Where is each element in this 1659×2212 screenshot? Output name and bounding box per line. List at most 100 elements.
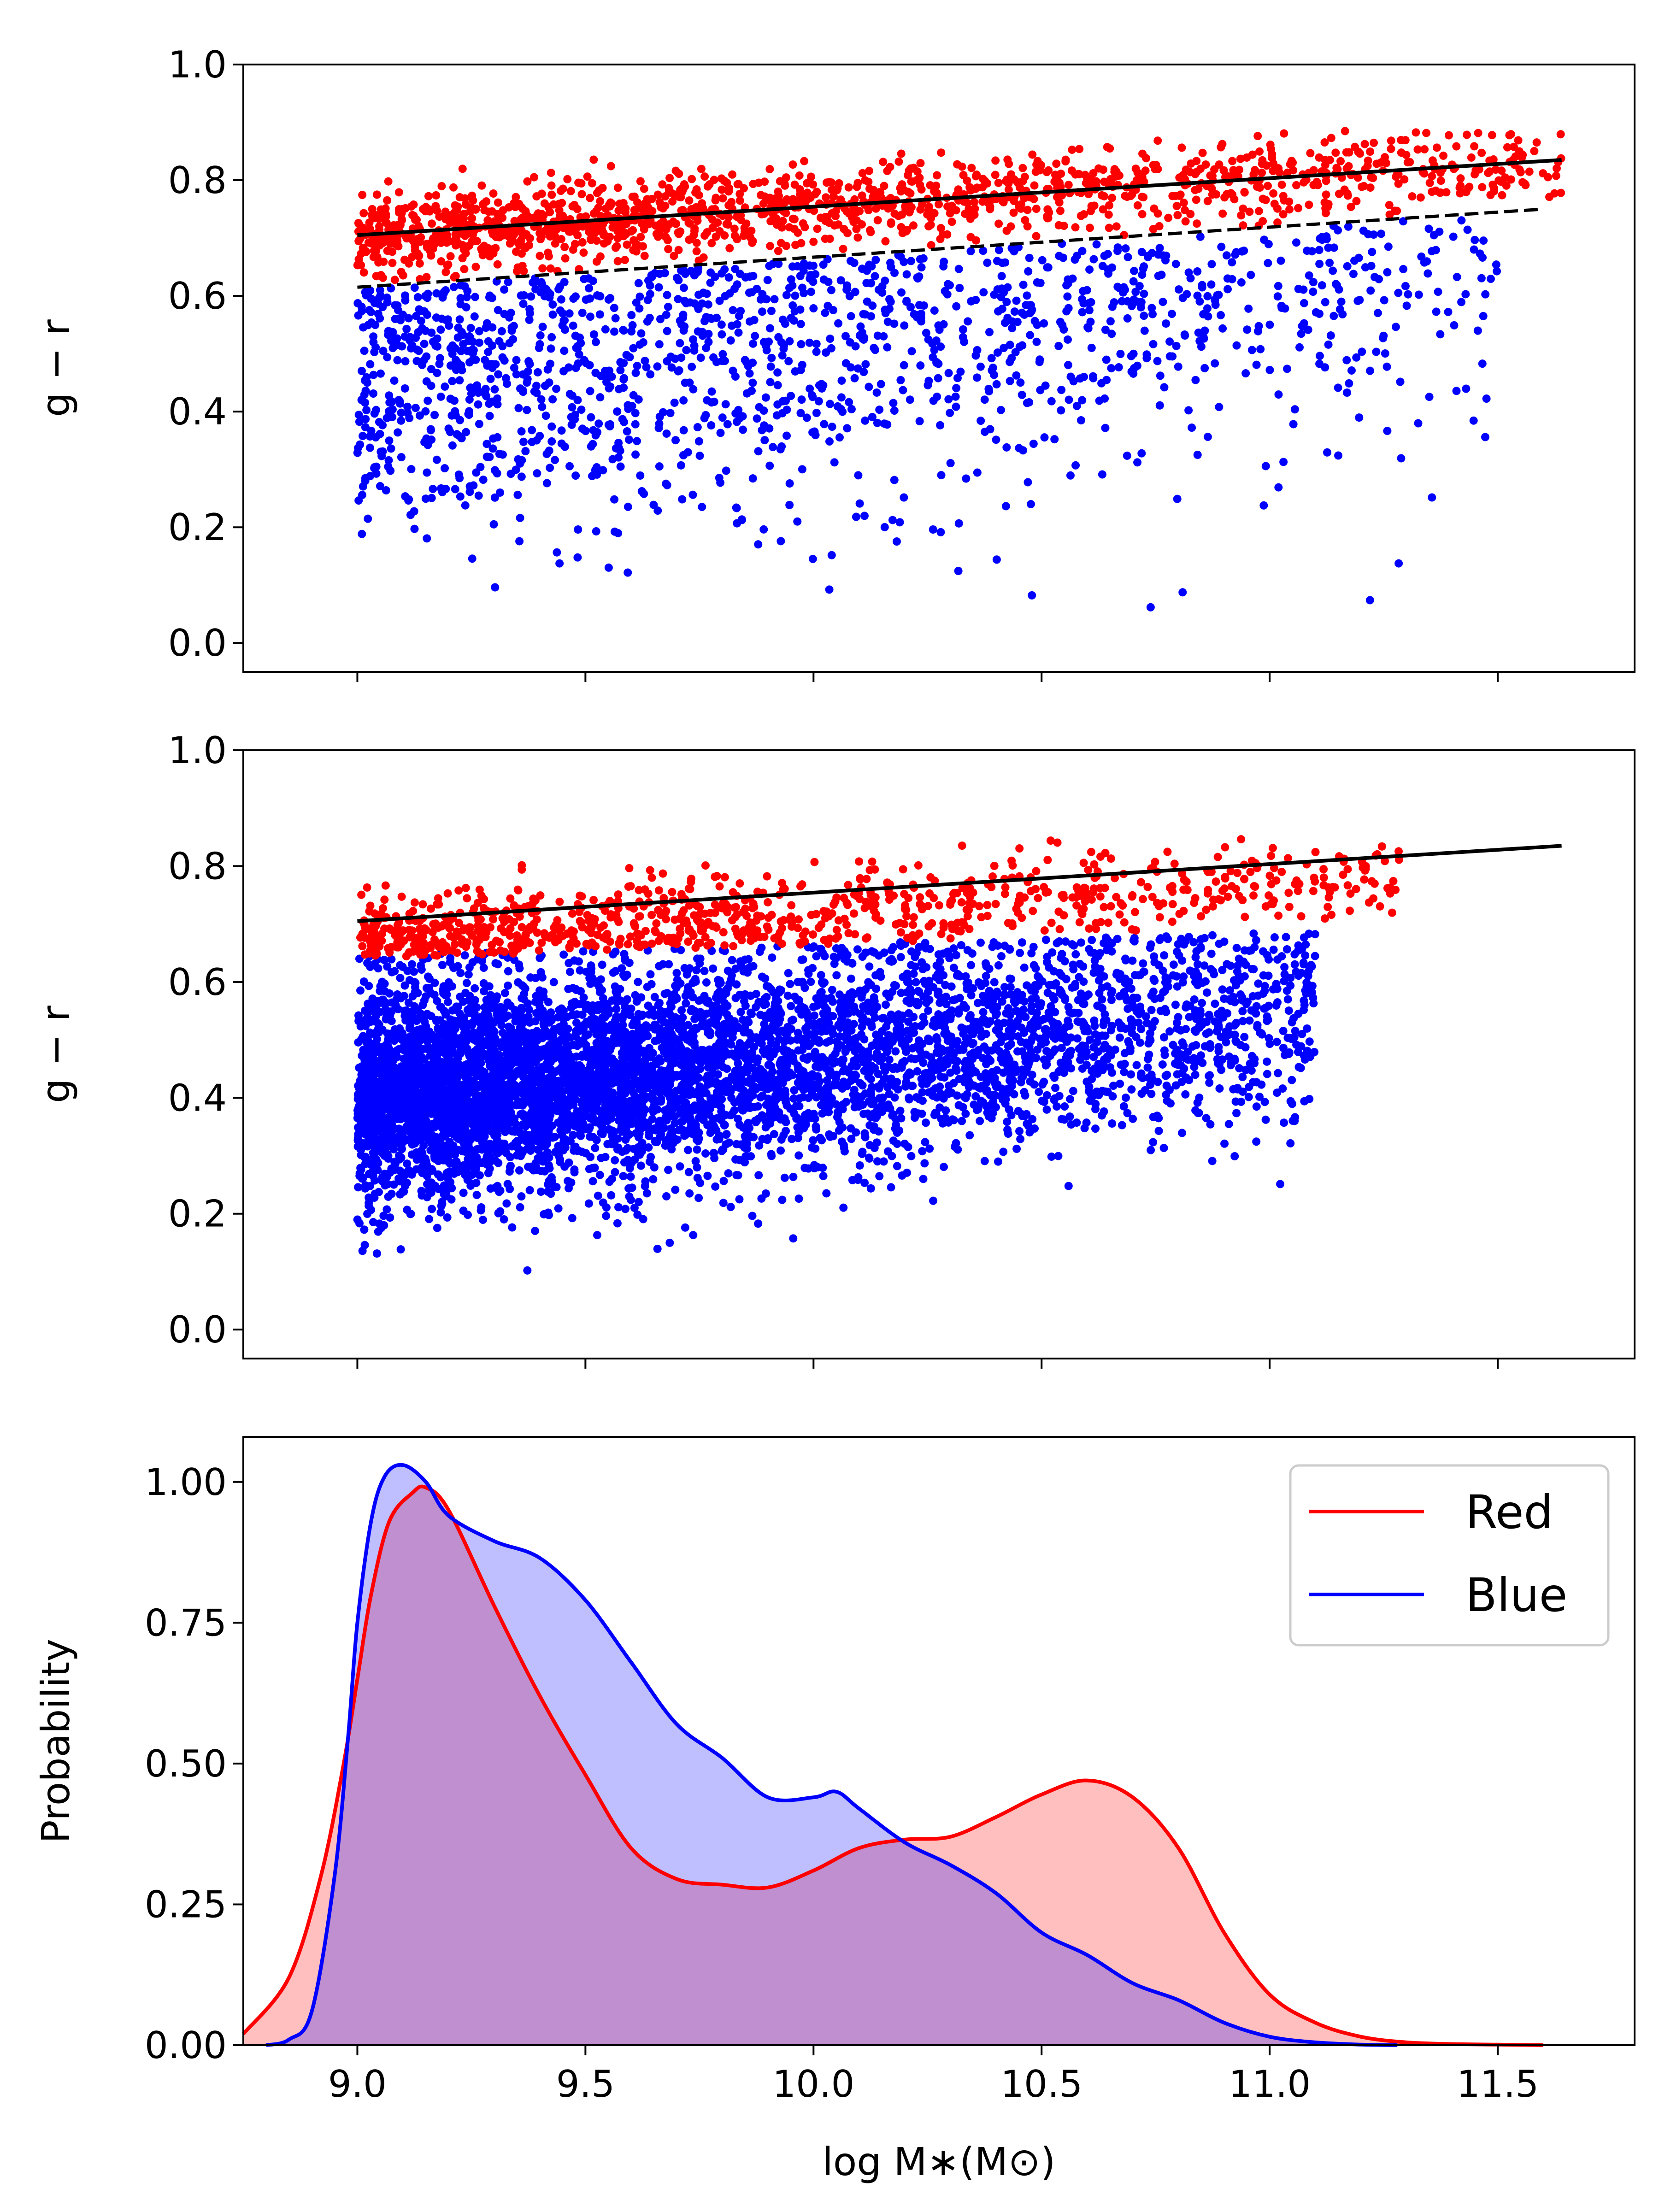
blue-point: [359, 323, 368, 332]
blue-point: [1394, 288, 1403, 297]
red-point: [1090, 201, 1099, 210]
red-point: [943, 230, 952, 239]
blue-point: [685, 378, 694, 387]
blue-point: [1129, 277, 1138, 286]
blue-point: [568, 403, 577, 412]
blue-point: [1173, 494, 1182, 503]
blue-point: [1330, 312, 1338, 320]
blue-point: [785, 479, 794, 488]
blue-point: [412, 312, 421, 320]
blue-point: [1232, 1109, 1241, 1118]
red-point: [577, 190, 586, 199]
blue-point: [1154, 250, 1163, 259]
red-point: [459, 210, 468, 218]
blue-point: [460, 951, 469, 960]
blue-point: [1008, 317, 1017, 326]
red-point: [384, 177, 393, 186]
red-point: [1236, 154, 1245, 163]
blue-point: [670, 398, 679, 407]
blue-point: [693, 1145, 701, 1154]
blue-point: [690, 341, 699, 350]
blue-point: [1289, 420, 1298, 429]
blue-point: [404, 496, 413, 505]
blue-point: [735, 1195, 744, 1204]
blue-point: [587, 442, 595, 451]
blue-point: [1085, 265, 1094, 274]
blue-point: [721, 400, 730, 409]
blue-point: [1349, 270, 1358, 278]
blue-point: [382, 293, 391, 302]
blue-point: [637, 329, 646, 338]
blue-point: [826, 400, 835, 408]
blue-point: [454, 470, 463, 479]
blue-point: [706, 278, 715, 287]
red-point: [795, 171, 804, 180]
blue-point: [1264, 259, 1272, 267]
blue-point: [1069, 377, 1078, 386]
blue-point: [1172, 341, 1181, 350]
blue-point: [881, 276, 889, 285]
blue-point: [1199, 333, 1208, 341]
blue-point: [455, 315, 464, 324]
red-point: [1269, 189, 1278, 198]
red-point: [544, 252, 553, 261]
red-point: [1514, 136, 1523, 145]
blue-point: [423, 534, 431, 543]
blue-point: [676, 979, 685, 988]
blue-point: [785, 283, 794, 292]
blue-point: [680, 296, 689, 305]
blue-point: [860, 512, 869, 520]
blue-point: [574, 525, 582, 534]
red-point: [606, 232, 614, 241]
blue-point: [777, 1146, 785, 1155]
blue-point: [1033, 320, 1041, 329]
blue-point: [745, 369, 754, 378]
red-point: [991, 171, 1000, 179]
blue-point: [1002, 298, 1011, 306]
blue-point: [1165, 337, 1174, 346]
red-point: [790, 215, 799, 224]
blue-point: [519, 437, 528, 446]
blue-point: [952, 384, 961, 393]
red-point: [1259, 217, 1267, 225]
blue-point: [787, 313, 795, 322]
blue-point: [772, 411, 781, 420]
red-point: [1182, 165, 1190, 174]
middle-panel: 0.00.20.40.60.81.0 g − r: [33, 729, 1635, 1369]
blue-point: [359, 432, 367, 441]
red-point: [544, 203, 553, 212]
blue-point: [526, 973, 535, 982]
blue-point: [688, 362, 696, 371]
blue-point: [1352, 353, 1361, 362]
red-point: [1237, 211, 1246, 220]
blue-point: [519, 300, 528, 308]
red-point: [1470, 142, 1479, 151]
blue-point: [1178, 588, 1187, 597]
red-point: [906, 189, 915, 198]
blue-point: [451, 344, 459, 353]
blue-point: [362, 406, 371, 414]
blue-point: [432, 289, 441, 298]
red-point: [1268, 150, 1277, 159]
red-point: [1332, 164, 1341, 172]
blue-point: [676, 339, 684, 347]
blue-point: [435, 354, 444, 363]
blue-point: [775, 1035, 783, 1044]
red-point: [1056, 206, 1065, 215]
red-point: [1408, 192, 1417, 201]
blue-point: [873, 331, 882, 340]
blue-point: [952, 402, 960, 411]
blue-point: [1247, 346, 1256, 354]
red-point: [592, 207, 600, 216]
blue-point: [732, 418, 741, 426]
red-point: [461, 200, 470, 209]
blue-point: [845, 398, 853, 406]
blue-point: [1063, 335, 1072, 344]
red-point: [432, 191, 441, 200]
red-point: [547, 169, 555, 177]
blue-point: [1381, 349, 1389, 358]
blue-point: [809, 304, 818, 313]
blue-point: [896, 376, 905, 384]
blue-point: [888, 516, 897, 524]
red-point: [1044, 166, 1053, 175]
